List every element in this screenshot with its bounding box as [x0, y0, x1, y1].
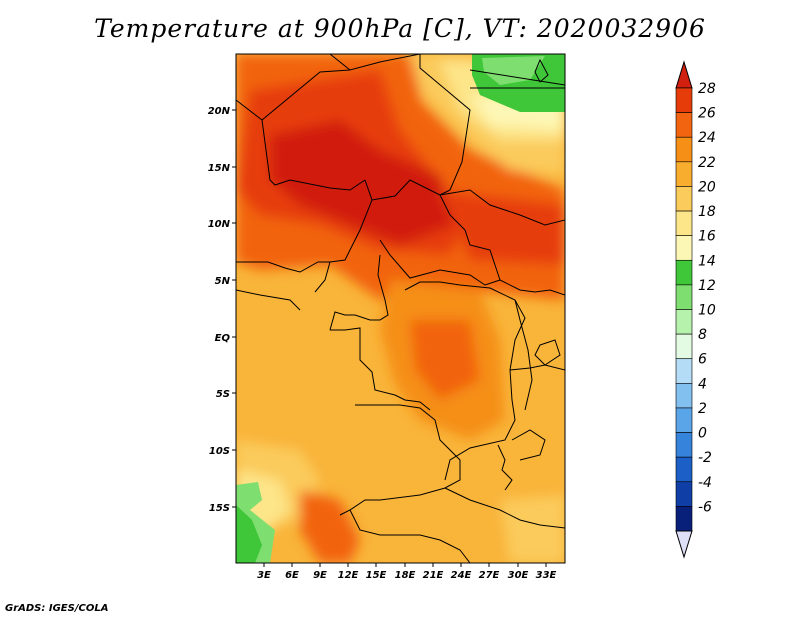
- colorbar-swatch: [675, 259, 693, 286]
- colorbar-label: 18: [698, 204, 716, 220]
- colorbar-label: 28: [698, 81, 716, 97]
- lat-tick-label: 5N: [215, 276, 231, 287]
- colorbar-swatch: [675, 407, 693, 433]
- lat-tick-label: 20N: [208, 106, 231, 117]
- lon-tick-label: 15E: [366, 570, 387, 581]
- colorbar-label: 12: [698, 278, 716, 294]
- colorbar-swatch: [675, 333, 693, 360]
- lon-axis: 3E 6E 9E 12E 15E 18E 21E 24E 27E 30E 33E: [257, 563, 557, 581]
- colorbar-label: 22: [698, 155, 716, 171]
- lon-tick-label: 33E: [536, 570, 557, 581]
- colorbar-label: 26: [698, 106, 716, 122]
- colorbar-swatch: [675, 506, 693, 532]
- colorbar-top-arrow: [675, 60, 693, 89]
- lon-tick-label: 18E: [395, 570, 416, 581]
- colorbar-label: 4: [698, 376, 707, 392]
- colorbar-label: 2: [698, 401, 707, 417]
- colorbar-swatch: [675, 136, 693, 163]
- colorbar-swatch: [675, 309, 693, 335]
- colorbar-swatch: [675, 432, 693, 458]
- lat-tick-label: EQ: [215, 333, 231, 344]
- colorbar-label: -4: [698, 475, 712, 491]
- lat-tick-label: 15S: [209, 503, 230, 514]
- colorbar-label: 0: [698, 426, 707, 442]
- colorbar-label: 14: [698, 253, 716, 269]
- lat-tick-label: 15N: [208, 163, 231, 174]
- colorbar-swatch: [675, 235, 693, 261]
- colorbar-swatch: [675, 284, 693, 310]
- colorbar-bottom-arrow: [675, 530, 693, 559]
- colorbar-label: 16: [698, 229, 716, 245]
- colorbar-label: -2: [698, 450, 712, 466]
- lon-tick-label: 6E: [285, 570, 299, 581]
- colorbar-swatch: [675, 87, 693, 113]
- map-frame: [235, 53, 566, 564]
- colorbar-swatch: [675, 210, 693, 236]
- lon-tick-label: 24E: [451, 570, 472, 581]
- colorbar-swatch: [675, 112, 693, 138]
- colorbar-swatch: [675, 383, 693, 409]
- lat-tick-label: 10S: [209, 446, 230, 457]
- lon-tick-label: 27E: [479, 570, 500, 581]
- lat-tick-label: 10N: [208, 219, 231, 230]
- lon-tick-label: 3E: [257, 570, 271, 581]
- colorbar-swatch: [675, 456, 693, 483]
- colorbar-label: 10: [698, 303, 716, 319]
- chart-title: Temperature at 900hPa [C], VT: 202003290…: [94, 14, 706, 43]
- colorbar-label: 24: [698, 130, 716, 146]
- country-borders: [236, 54, 565, 563]
- lon-tick-label: 21E: [423, 570, 444, 581]
- lat-axis: 20N 15N 10N 5N EQ 5S 10S 15S: [208, 106, 236, 514]
- lat-tick-label: 5S: [216, 389, 230, 400]
- colorbar-swatch: [675, 358, 693, 384]
- colorbar-swatch: [675, 161, 693, 187]
- colorbar-label: 6: [698, 352, 707, 368]
- temperature-field: [236, 54, 565, 563]
- colorbar-label: -6: [698, 499, 712, 515]
- lon-tick-label: 30E: [508, 570, 529, 581]
- colorbar-label: 8: [698, 327, 707, 343]
- credit-label: GrADS: IGES/COLA: [5, 603, 109, 614]
- colorbar-label: 20: [698, 179, 716, 195]
- lon-tick-label: 9E: [313, 570, 327, 581]
- lon-tick-label: 12E: [338, 570, 359, 581]
- colorbar-swatch: [675, 481, 693, 507]
- colorbar-swatch: [675, 186, 693, 212]
